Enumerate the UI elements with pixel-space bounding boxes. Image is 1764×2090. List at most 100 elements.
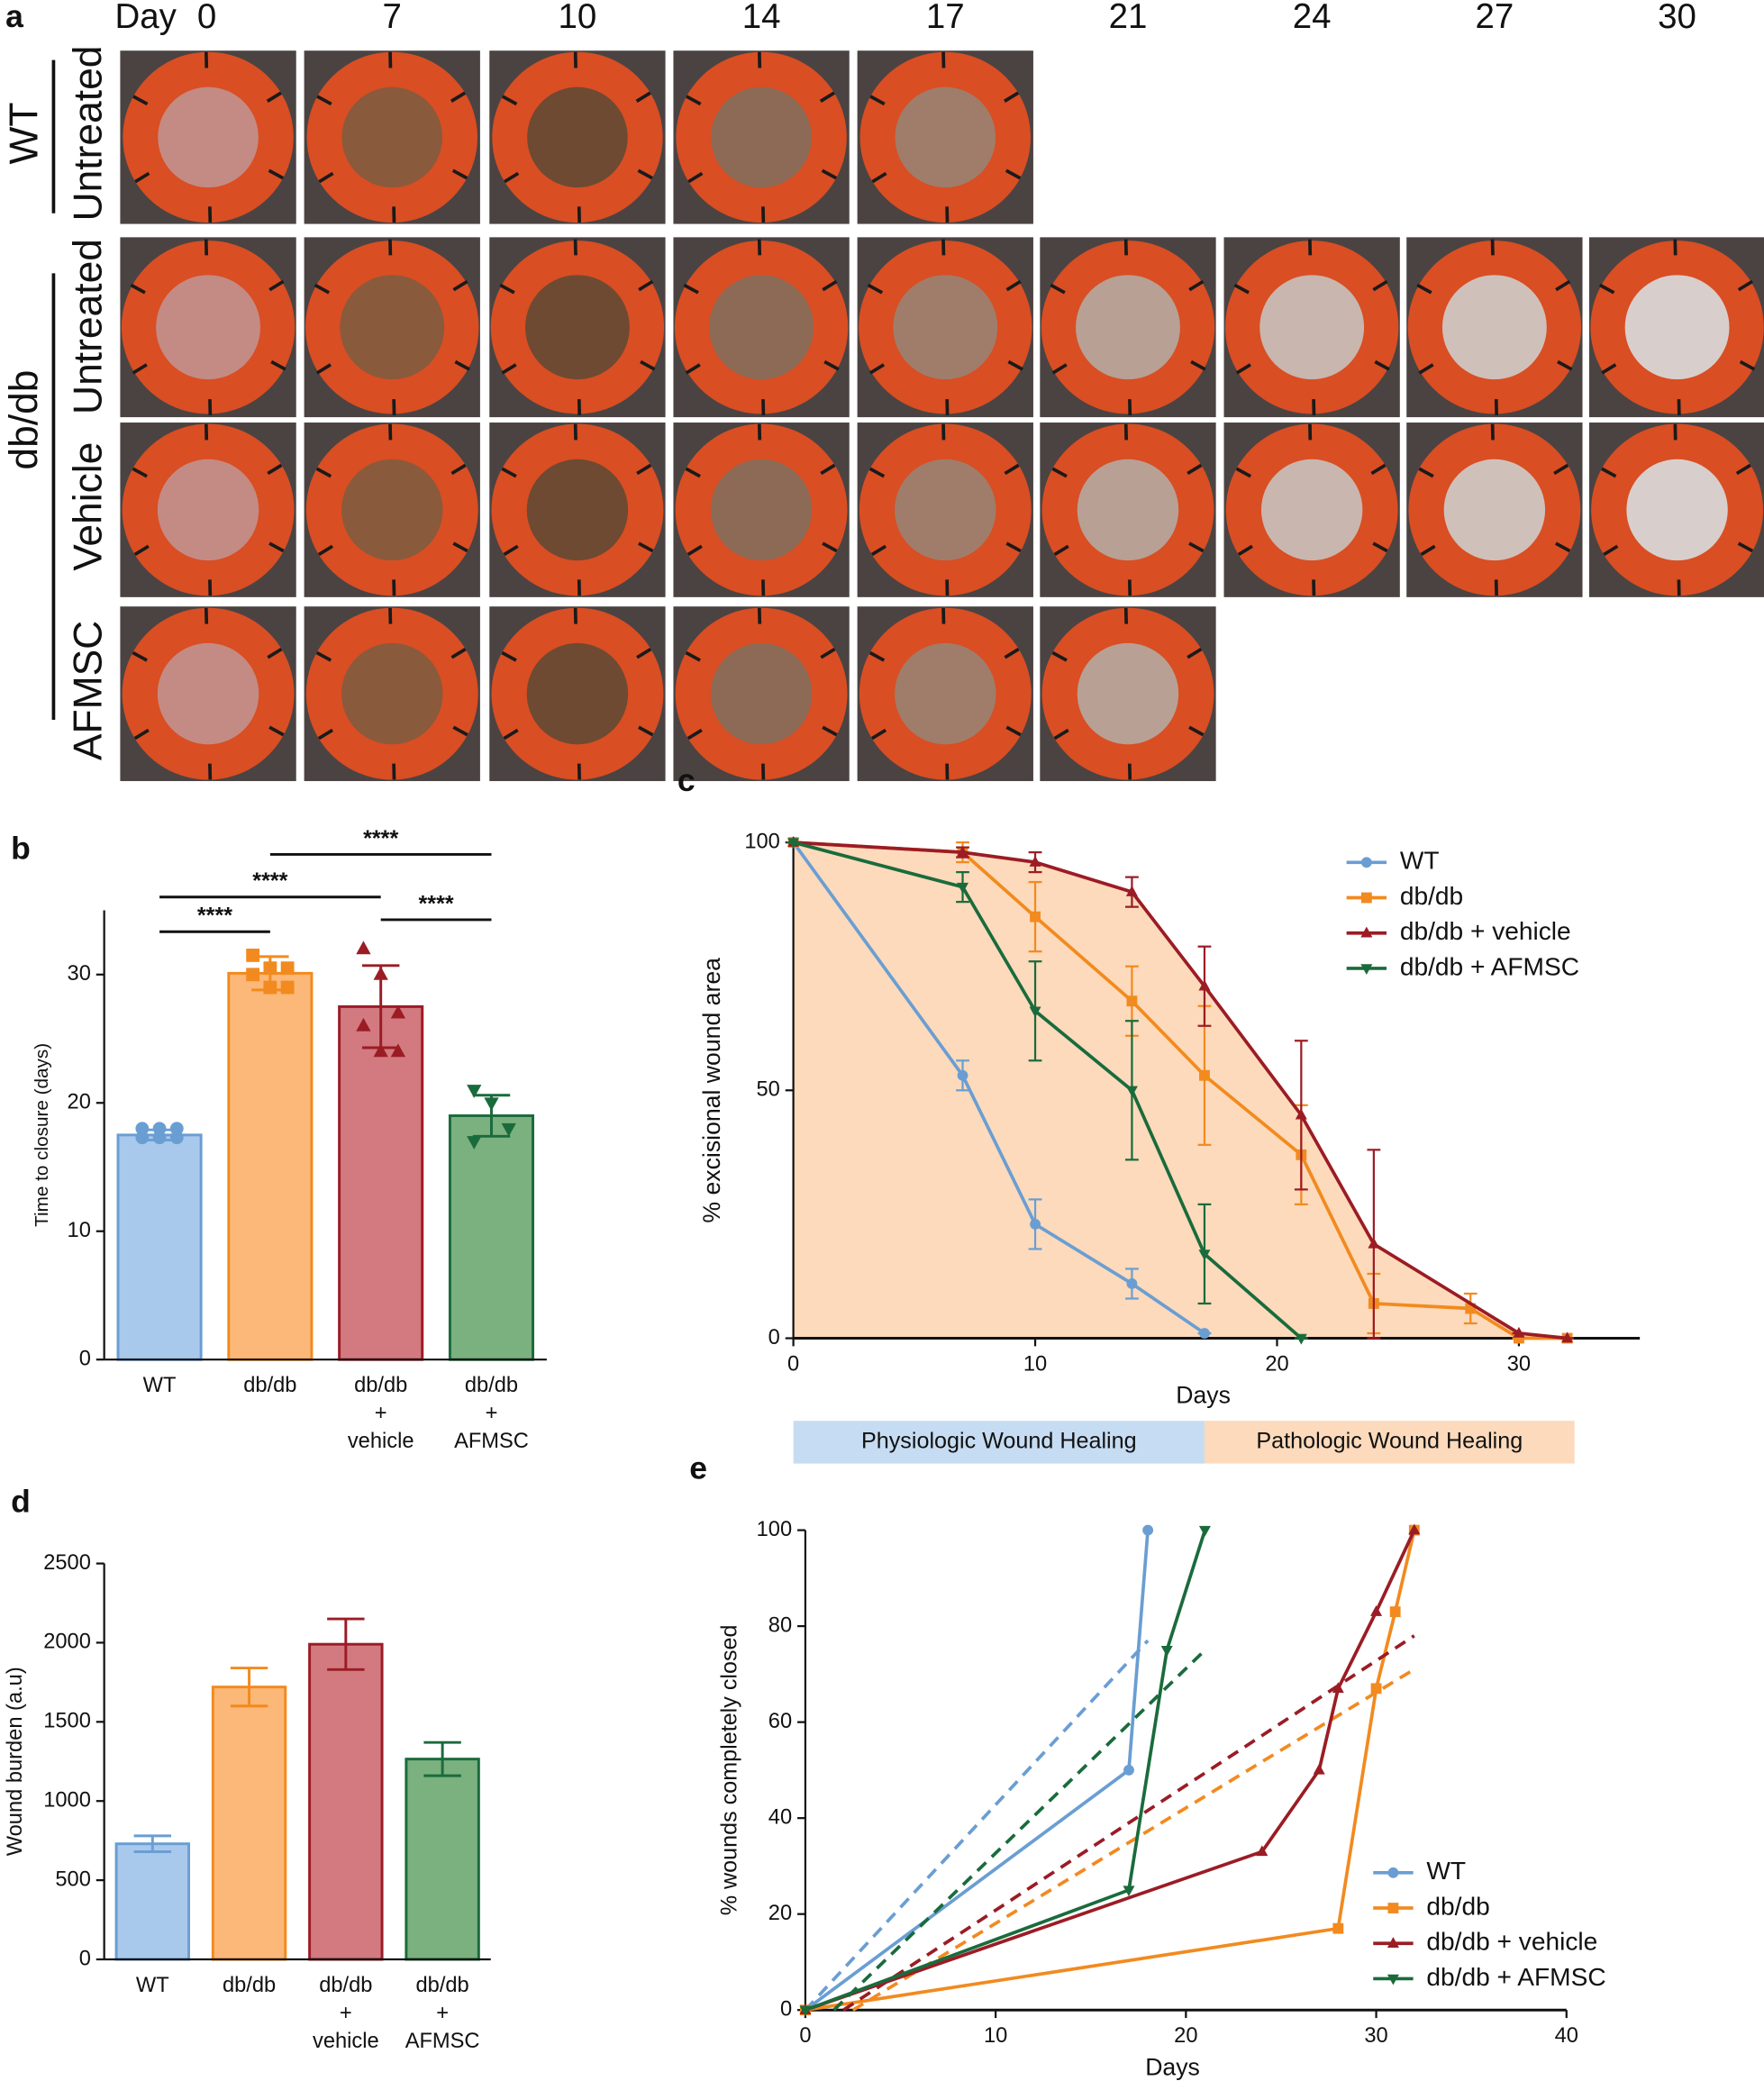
suture	[1737, 279, 1753, 292]
x-tick-label: 0	[799, 2024, 811, 2048]
suture	[270, 359, 286, 371]
x-tick-label: WT	[136, 1974, 169, 1997]
wound-bed	[893, 275, 998, 380]
panel-label: e	[689, 1449, 707, 1486]
panel-label: d	[11, 1483, 31, 1519]
legend-label: db/db	[1426, 1892, 1489, 1920]
group-label: WT	[3, 102, 47, 164]
trend-line	[804, 1639, 1150, 2012]
day-number: 30	[1658, 0, 1696, 36]
suture	[687, 171, 704, 184]
suture	[499, 283, 515, 295]
wound-photo	[1406, 423, 1583, 597]
suture	[868, 467, 886, 478]
bar	[211, 1686, 287, 1961]
wound-bed	[1077, 642, 1179, 745]
data-point	[356, 1017, 371, 1031]
data-point	[280, 961, 295, 976]
suture	[1739, 359, 1756, 371]
marker	[1198, 1249, 1211, 1261]
significance-label: ****	[252, 868, 287, 894]
suture	[1007, 359, 1023, 371]
marker	[1389, 1606, 1401, 1618]
suture	[1004, 647, 1020, 659]
wound-photo	[673, 237, 850, 418]
wound-bed	[710, 642, 813, 745]
phase-band	[1204, 1421, 1575, 1464]
bar	[308, 1642, 384, 1961]
marker	[1160, 1646, 1173, 1657]
x-tick-label: AFMSC	[454, 1430, 529, 1453]
error-bar	[230, 1667, 268, 1708]
suture	[820, 647, 836, 659]
y-tick-label: 1500	[43, 1710, 91, 1733]
suture	[316, 95, 332, 106]
day-number: 14	[742, 0, 781, 36]
wound-bed	[157, 642, 259, 745]
series-line	[805, 1530, 1207, 2012]
legend-label: db/db + vehicle	[1400, 917, 1571, 945]
marker	[1370, 1683, 1382, 1695]
suture	[450, 91, 467, 103]
bar	[227, 971, 314, 1361]
legend-marker	[1387, 1937, 1399, 1948]
wound-bed	[1441, 275, 1547, 380]
wound-bed	[711, 86, 812, 188]
x-tick-label: 10	[984, 2024, 1007, 2048]
marker	[1142, 1524, 1154, 1536]
suture	[1601, 467, 1617, 478]
legend-label: WT	[1400, 847, 1440, 875]
suture	[450, 647, 467, 659]
y-tick-label: 20	[768, 1902, 792, 1925]
marker	[1125, 1086, 1138, 1097]
wound-photo	[673, 606, 850, 782]
wound-bed	[710, 459, 813, 561]
wound-photo	[120, 423, 296, 597]
legend-label: db/db + vehicle	[1426, 1928, 1597, 1956]
wound-photo	[857, 606, 1033, 782]
legend-label: WT	[1426, 1857, 1466, 1885]
wound-bed	[341, 642, 443, 745]
marker	[1465, 1303, 1477, 1314]
x-tick-label: +	[486, 1402, 498, 1425]
suture	[1051, 363, 1068, 375]
legend-label: db/db	[1400, 882, 1463, 910]
suture	[687, 544, 703, 557]
suture	[501, 95, 518, 106]
marker	[1126, 1278, 1138, 1289]
suture	[452, 279, 468, 292]
suture	[501, 650, 517, 662]
marker	[1199, 1328, 1210, 1339]
wound-bed	[709, 275, 814, 380]
day-number: 10	[559, 0, 597, 36]
x-tick-label: AFMSC	[405, 2030, 480, 2053]
bar	[405, 1758, 480, 1961]
area	[793, 842, 1568, 1339]
x-tick-label: WT	[143, 1374, 177, 1397]
wound-photo	[1406, 237, 1583, 418]
data-point	[501, 1122, 516, 1137]
suture	[1555, 279, 1571, 292]
day-number: 17	[926, 0, 965, 36]
suture	[130, 283, 146, 295]
suture	[267, 647, 283, 659]
wound-photo	[673, 423, 850, 597]
suture	[450, 463, 467, 476]
wound-photo	[489, 423, 666, 597]
wound-photo	[673, 50, 850, 224]
marker	[1256, 1845, 1268, 1857]
suture	[823, 359, 840, 371]
suture	[822, 279, 838, 292]
suture	[820, 463, 836, 476]
suture	[132, 467, 148, 478]
y-axis-label: Wound burden (a.u)	[4, 1667, 27, 1856]
suture	[1051, 467, 1068, 478]
legend-marker	[1360, 964, 1373, 976]
wound-photo	[304, 606, 480, 782]
y-tick-label: 60	[768, 1710, 792, 1733]
day-number: 7	[383, 0, 402, 36]
marker	[1125, 886, 1138, 896]
suture	[819, 91, 835, 103]
wound-bed	[526, 642, 629, 745]
wound-photo	[120, 237, 296, 418]
